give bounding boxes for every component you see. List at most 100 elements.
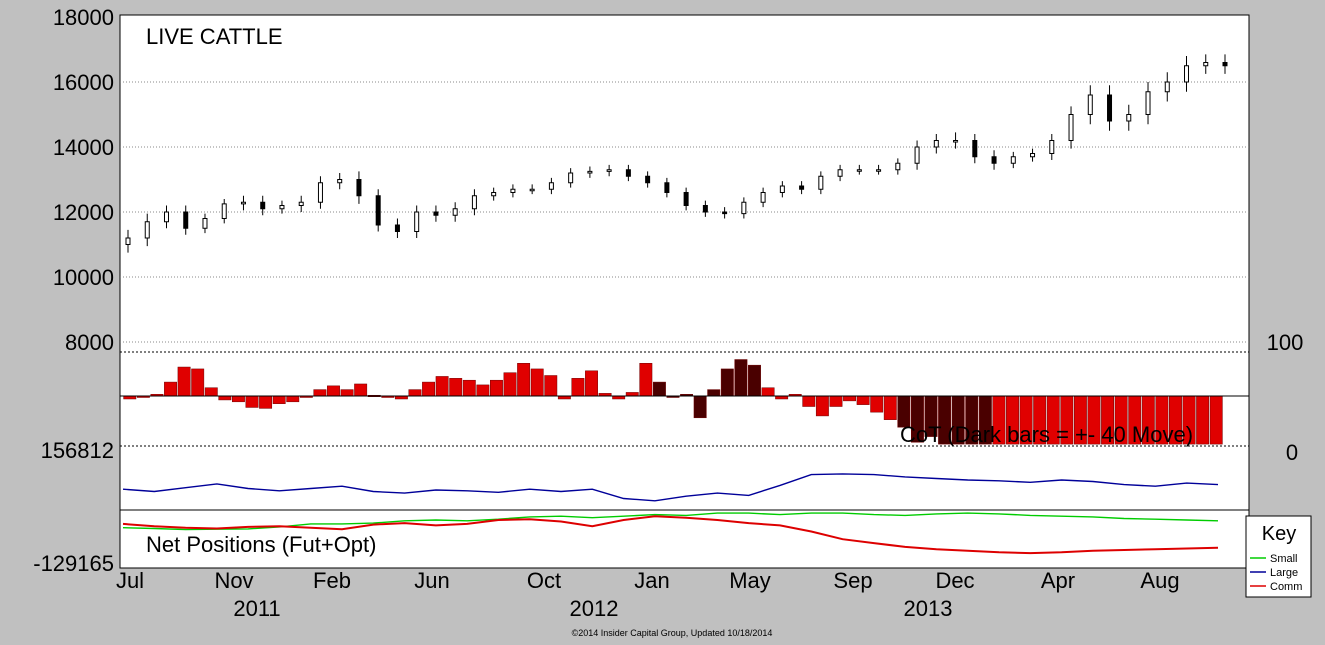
cot-tick-label: 100 — [1267, 330, 1304, 355]
net-panel — [119, 509, 1250, 569]
price-tick-label: 10000 — [53, 265, 114, 290]
candle-body — [356, 179, 362, 197]
cot-bar — [191, 368, 205, 397]
candle-body — [433, 211, 439, 216]
price-y-axis: 18000 16000 14000 12000 10000 8000 — [53, 5, 114, 355]
x-year-label: 2011 — [233, 596, 280, 621]
cot-bar — [462, 379, 476, 397]
cot-bar — [177, 366, 191, 397]
candle-body — [856, 169, 862, 172]
candle-body — [837, 169, 843, 177]
candle-body — [298, 201, 304, 206]
legend-title: Key — [1262, 523, 1296, 545]
candle-body — [1107, 94, 1113, 122]
legend-label: Small — [1270, 553, 1298, 565]
cot-bar — [340, 389, 354, 397]
candle-body — [414, 211, 420, 232]
candle-body — [991, 156, 997, 164]
legend: Key Small Large Comm — [1245, 515, 1312, 598]
candle-body — [953, 140, 959, 143]
x-month-label: May — [729, 568, 771, 593]
candle-body — [1164, 81, 1170, 93]
cot-bar — [1196, 395, 1210, 445]
candle-body — [818, 175, 824, 190]
price-tick-label: 14000 — [53, 135, 114, 160]
footer-credit: ©2014 Insider Capital Group, Updated 10/… — [572, 628, 773, 638]
cot-bar — [272, 395, 286, 404]
cot-bar — [354, 383, 368, 397]
cot-bar — [639, 363, 653, 397]
cot-bar — [761, 387, 775, 397]
cot-bar — [503, 372, 517, 397]
legend-label: Comm — [1270, 581, 1302, 593]
x-month-label: Oct — [527, 568, 561, 593]
cot-bar — [734, 359, 748, 397]
candle-body — [452, 208, 458, 216]
cot-title: CoT (Dark bars = +- 40 Move) — [900, 422, 1193, 447]
candle-body — [1030, 153, 1036, 158]
x-month-label: Jul — [116, 568, 144, 593]
cot-bar — [259, 395, 273, 409]
candle-body — [260, 201, 266, 210]
price-tick-label: 8000 — [65, 330, 114, 355]
price-title: LIVE CATTLE — [146, 24, 283, 49]
cot-bar — [1209, 395, 1223, 445]
cot-bar — [204, 387, 218, 397]
candle-body — [1203, 62, 1209, 67]
candle-body — [664, 182, 670, 193]
cot-bar — [652, 381, 666, 397]
candle-body — [471, 195, 477, 210]
candle-body — [337, 179, 343, 184]
candle-body — [645, 175, 651, 184]
cot-bar — [870, 395, 884, 413]
candle-body — [741, 201, 747, 215]
candle-body — [702, 205, 708, 213]
candle-body — [202, 218, 208, 229]
candle-body — [972, 140, 978, 158]
cot-bar — [720, 368, 734, 397]
cot-bar — [408, 389, 422, 397]
price-tick-label: 12000 — [53, 200, 114, 225]
candle-body — [568, 172, 574, 184]
net-title: Net Positions (Fut+Opt) — [146, 532, 376, 557]
x-month-label: Sep — [833, 568, 872, 593]
candle-body — [125, 237, 131, 245]
cot-bar — [164, 381, 177, 397]
candle-body — [683, 192, 689, 206]
candle-body — [394, 224, 400, 232]
candle-body — [933, 140, 939, 148]
candle-body — [1222, 62, 1228, 67]
candle-body — [1068, 114, 1074, 141]
cot-bar — [245, 395, 259, 408]
net-tick-label: -129165 — [33, 551, 114, 576]
cot-bar — [422, 381, 435, 397]
price-tick-label: 16000 — [53, 70, 114, 95]
candle-body — [876, 169, 882, 172]
candle-body — [1184, 65, 1190, 83]
candle-body — [529, 188, 535, 192]
candle-body — [375, 195, 381, 226]
candle-body — [144, 221, 150, 239]
legend-box — [1245, 515, 1312, 598]
x-month-label: Nov — [214, 568, 253, 593]
cot-bar — [585, 370, 598, 397]
cot-right-axis: 100 0 — [1267, 330, 1304, 465]
cot-bar — [476, 384, 490, 397]
cot-bar — [449, 378, 463, 397]
cot-bar — [693, 395, 707, 419]
candle-body — [895, 162, 901, 171]
cot-tick-label: 0 — [1286, 440, 1298, 465]
x-axis-years: 2011 2012 2013 — [233, 596, 952, 621]
legend-label: Large — [1270, 567, 1298, 579]
candle-body — [914, 146, 920, 164]
candle-body — [317, 182, 323, 203]
cot-bar — [530, 368, 544, 397]
candle-body — [221, 203, 227, 219]
cot-bars — [123, 359, 1223, 445]
net-y-axis: 156812 -129165 — [33, 438, 114, 576]
cot-bar — [286, 395, 300, 403]
candle-body — [491, 192, 497, 197]
cot-bar — [218, 395, 232, 401]
cot-bar — [883, 395, 897, 420]
